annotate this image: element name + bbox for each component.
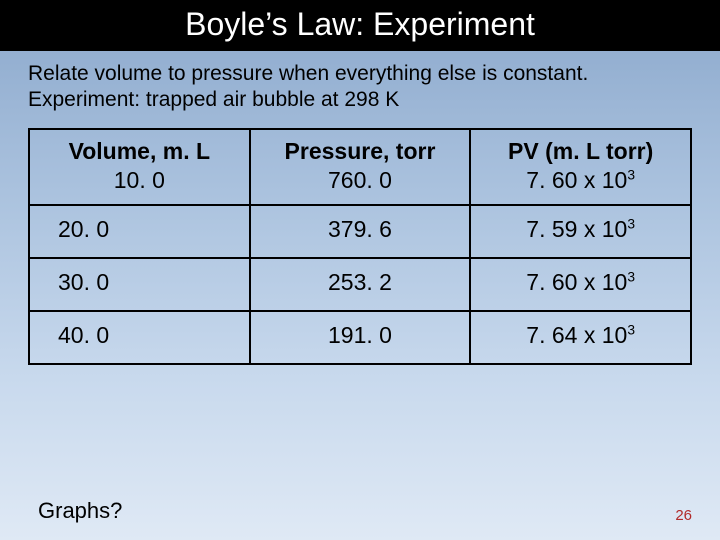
- cell-pv-exp: 3: [627, 216, 635, 231]
- header-pv-first: 7. 60 x 103: [479, 167, 682, 194]
- slide-title: Boyle’s Law: Experiment: [185, 6, 535, 42]
- cell-pressure: 379. 6: [250, 205, 471, 258]
- cell-volume: 40. 0: [29, 311, 250, 364]
- cell-pv-base: 7. 64 x 10: [526, 322, 627, 348]
- header-pressure-first: 760. 0: [259, 167, 462, 194]
- col-header-pv: PV (m. L torr) 7. 60 x 103: [470, 129, 691, 205]
- data-table: Volume, m. L 10. 0 Pressure, torr 760. 0…: [28, 128, 692, 365]
- cell-pv-base: 7. 59 x 10: [526, 216, 627, 242]
- graphs-text: Graphs?: [38, 498, 122, 524]
- page-number: 26: [675, 507, 692, 524]
- col-header-pressure: Pressure, torr 760. 0: [250, 129, 471, 205]
- intro-line-1: Relate volume to pressure when everythin…: [28, 61, 692, 87]
- cell-volume: 20. 0: [29, 205, 250, 258]
- header-pv-label: PV (m. L torr): [508, 138, 653, 164]
- cell-pv-exp: 3: [627, 322, 635, 337]
- table-header-row: Volume, m. L 10. 0 Pressure, torr 760. 0…: [29, 129, 691, 205]
- table-row: 40. 0 191. 0 7. 64 x 103: [29, 311, 691, 364]
- header-pressure-label: Pressure, torr: [285, 138, 436, 164]
- cell-pressure: 253. 2: [250, 258, 471, 311]
- header-volume-label: Volume, m. L: [69, 138, 210, 164]
- cell-pv: 7. 64 x 103: [470, 311, 691, 364]
- header-pv-first-exp: 3: [627, 167, 635, 182]
- cell-pv: 7. 60 x 103: [470, 258, 691, 311]
- cell-pv: 7. 59 x 103: [470, 205, 691, 258]
- cell-pv-exp: 3: [627, 269, 635, 284]
- cell-pressure: 191. 0: [250, 311, 471, 364]
- bottom-bar: Graphs? 26: [38, 498, 692, 524]
- table-row: 30. 0 253. 2 7. 60 x 103: [29, 258, 691, 311]
- slide-title-bar: Boyle’s Law: Experiment: [0, 0, 720, 51]
- cell-volume: 30. 0: [29, 258, 250, 311]
- col-header-volume: Volume, m. L 10. 0: [29, 129, 250, 205]
- header-volume-first: 10. 0: [38, 167, 241, 194]
- cell-pv-base: 7. 60 x 10: [526, 269, 627, 295]
- intro-text: Relate volume to pressure when everythin…: [0, 51, 720, 118]
- header-pv-first-base: 7. 60 x 10: [526, 167, 627, 193]
- intro-line-2: Experiment: trapped air bubble at 298 K: [28, 87, 692, 113]
- table-row: 20. 0 379. 6 7. 59 x 103: [29, 205, 691, 258]
